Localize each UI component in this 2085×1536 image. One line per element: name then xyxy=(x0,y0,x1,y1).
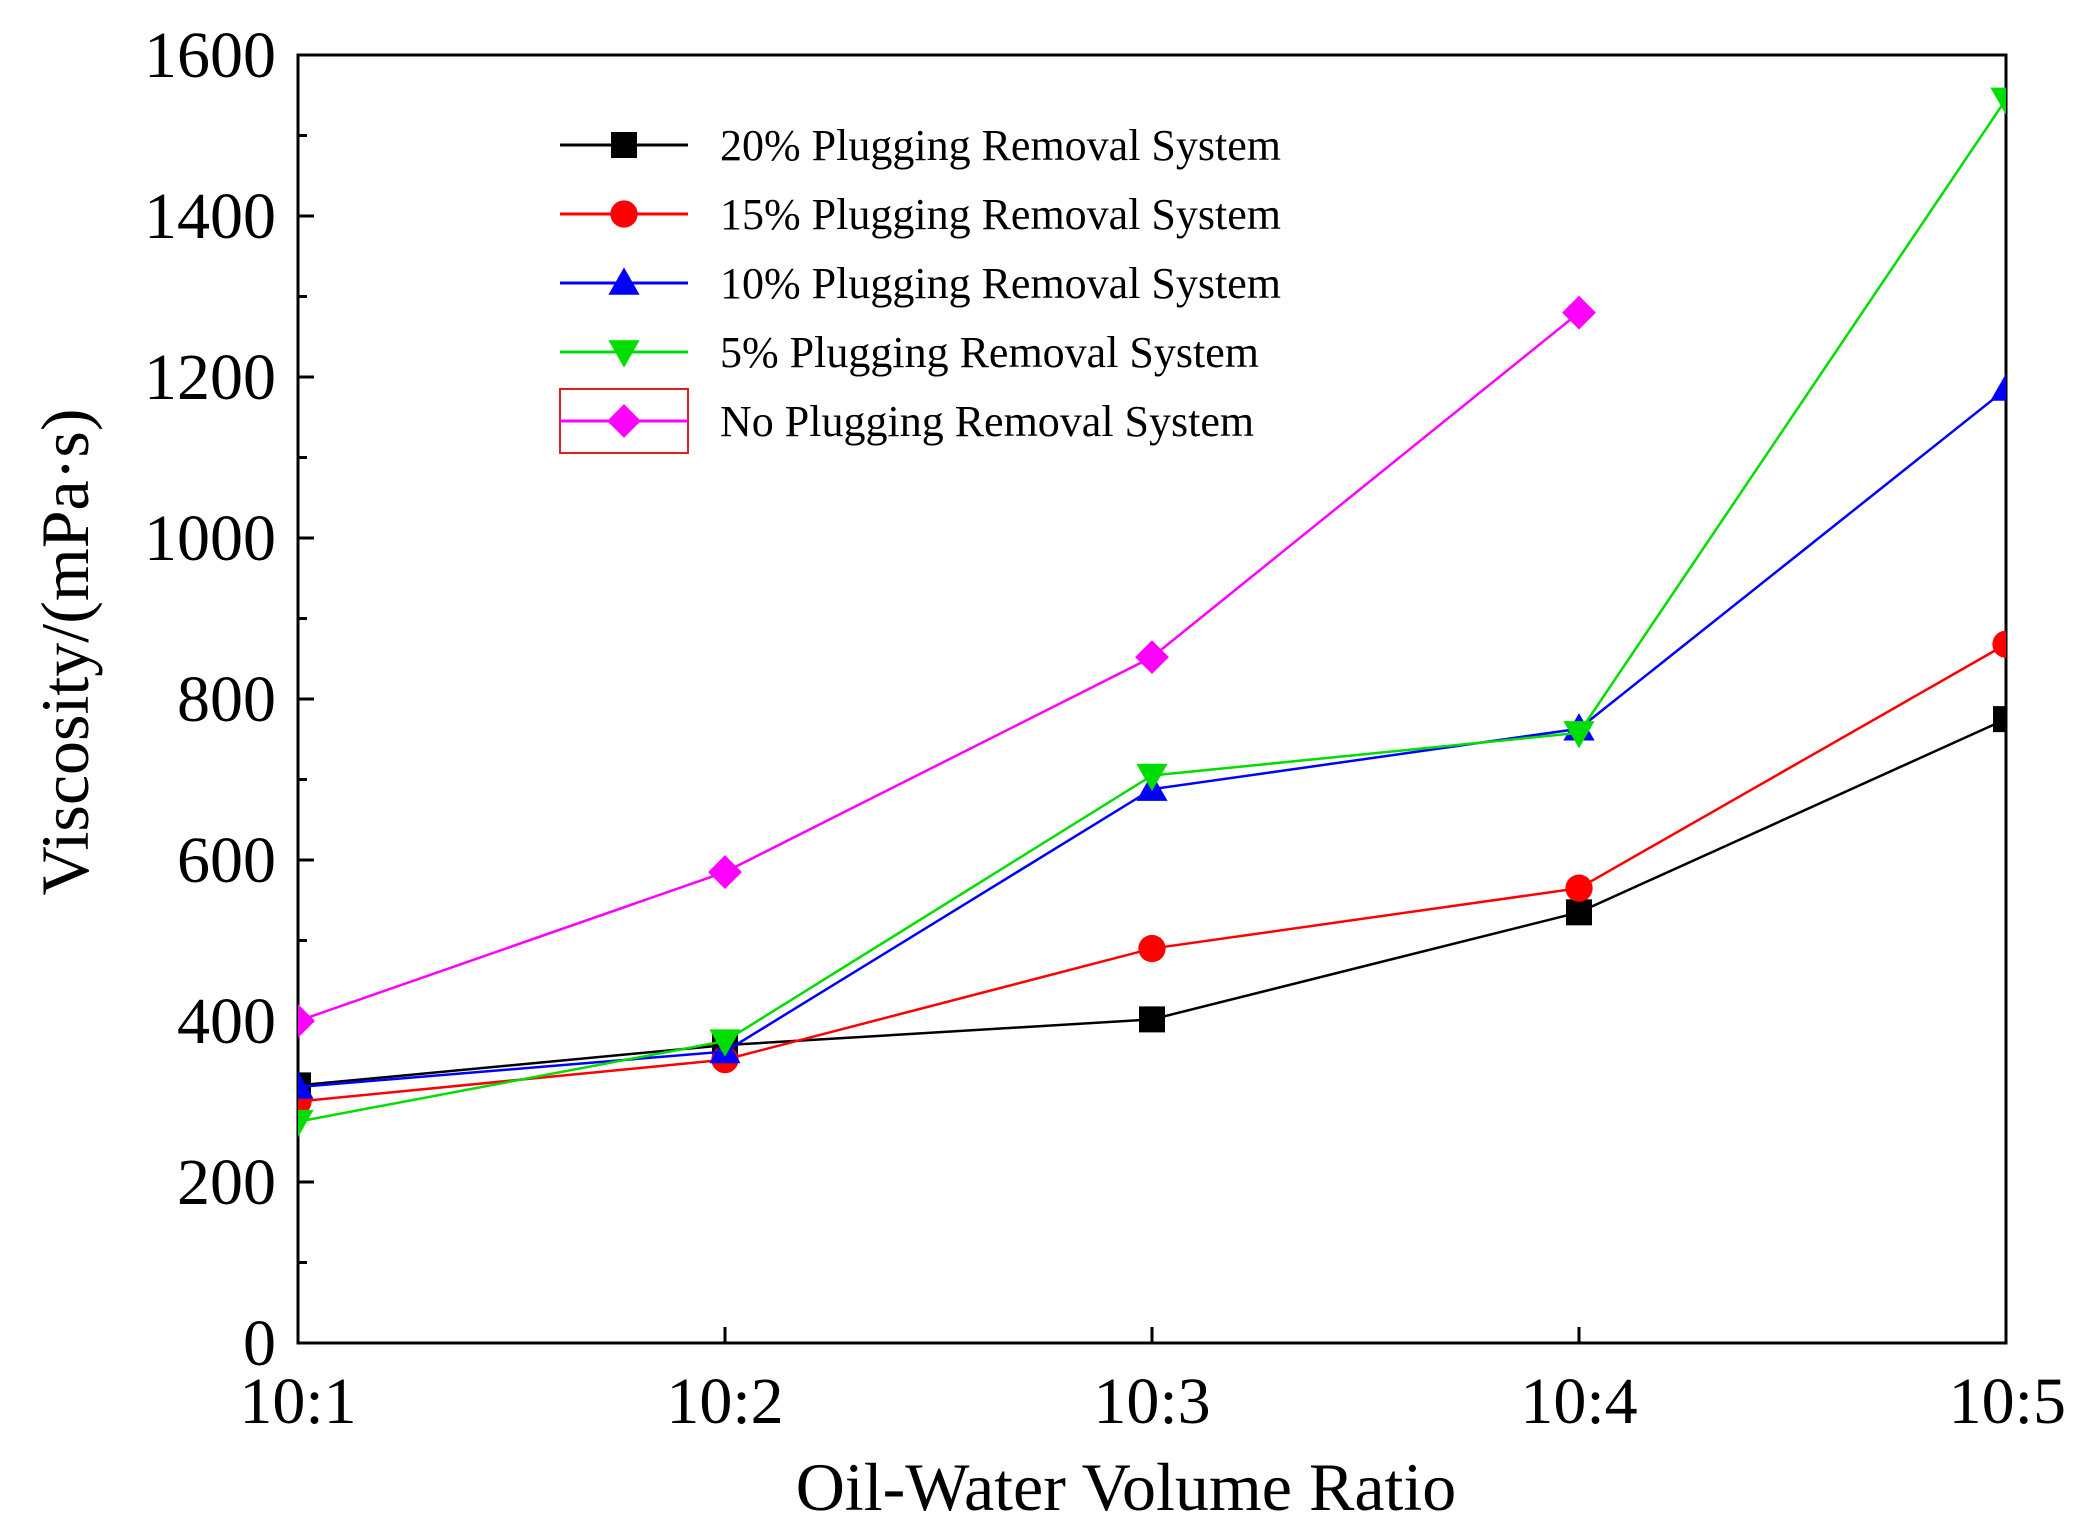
data-point xyxy=(1566,899,1592,926)
legend-marker xyxy=(608,340,640,368)
series-line xyxy=(298,388,2006,1089)
y-axis-title: Viscosity/(mPa·s) xyxy=(27,409,103,896)
data-point xyxy=(1563,721,1595,749)
axis-ticks: 0 200 400 600 800 1000 1200 1400 1600 10:1 10:2 10:… xyxy=(144,19,2066,1438)
legend-item: 15% Plugging Removal System xyxy=(560,190,1281,239)
y-tick-label: 400 xyxy=(177,985,276,1058)
series-line xyxy=(298,98,2006,1123)
data-point xyxy=(708,855,742,889)
y-tick-label: 800 xyxy=(177,663,276,736)
x-tick-label: 10:5 xyxy=(1949,1365,2066,1438)
data-point xyxy=(1990,87,2006,115)
data-point xyxy=(1562,295,1596,330)
x-tick-label: 10:3 xyxy=(1093,1365,1210,1438)
legend-label: 20% Plugging Removal System xyxy=(720,121,1281,170)
legend-item: 5% Plugging Removal System xyxy=(560,328,1259,377)
data-point xyxy=(1993,706,2006,733)
legend: 20% Plugging Removal System 15% Plugging … xyxy=(559,121,1281,454)
plot-frame xyxy=(296,53,2008,1345)
y-tick-label: 200 xyxy=(177,1146,276,1219)
data-point xyxy=(1135,640,1169,675)
data-point xyxy=(1992,630,2006,658)
legend-label: 5% Plugging Removal System xyxy=(720,328,1259,377)
legend-label: No Plugging Removal System xyxy=(720,397,1254,446)
x-axis-title: Oil-Water Volume Ratio xyxy=(796,1449,1457,1525)
legend-marker xyxy=(607,404,641,438)
series-line xyxy=(298,643,2006,1103)
x-tick-label: 10:2 xyxy=(666,1365,783,1438)
x-tick-label: 10:4 xyxy=(1520,1365,1637,1438)
y-tick-label: 1400 xyxy=(144,180,276,253)
data-point xyxy=(1565,874,1593,902)
y-tick-label: 1600 xyxy=(144,19,276,92)
data-point xyxy=(298,1071,314,1099)
legend-marker xyxy=(610,200,638,228)
y-tick-label: 1000 xyxy=(144,502,276,575)
data-point xyxy=(298,1004,315,1038)
legend-label: 15% Plugging Removal System xyxy=(720,190,1281,239)
x-tick-label: 10:1 xyxy=(239,1365,356,1438)
series-5pct-plugging-removal-system xyxy=(298,87,2006,1138)
data-point xyxy=(709,1029,741,1057)
series-10pct-plugging-removal-system xyxy=(298,373,2006,1099)
data-point xyxy=(1139,1006,1165,1033)
data-point xyxy=(1990,373,2006,401)
legend-item: 10% Plugging Removal System xyxy=(560,259,1281,308)
data-point xyxy=(1136,763,1168,792)
legend-item: No Plugging Removal System xyxy=(559,388,1254,454)
data-point xyxy=(1138,934,1166,963)
legend-marker xyxy=(611,132,637,158)
series-15pct-plugging-removal-system xyxy=(298,630,2006,1116)
legend-marker xyxy=(608,267,640,295)
series-layer xyxy=(298,87,2006,1138)
series-line xyxy=(298,311,1580,1023)
y-tick-label: 1200 xyxy=(144,341,276,414)
legend-item: 20% Plugging Removal System xyxy=(560,121,1281,170)
y-tick-label: 600 xyxy=(177,824,276,897)
series-no-plugging-removal-system xyxy=(298,295,1596,1038)
y-tick-label: 0 xyxy=(243,1307,276,1380)
data-point xyxy=(298,1109,314,1138)
legend-label: 10% Plugging Removal System xyxy=(720,259,1281,308)
